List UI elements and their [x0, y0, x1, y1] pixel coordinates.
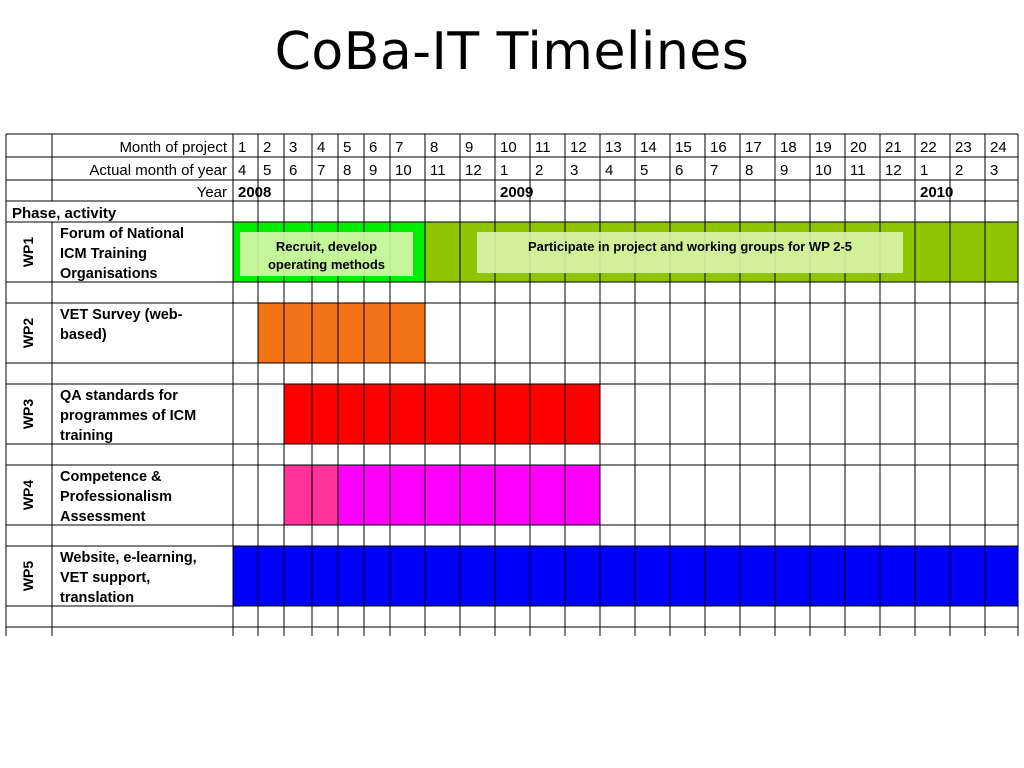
actual-month-cell: 9: [780, 162, 788, 179]
wp-description-line: Assessment: [60, 509, 146, 525]
wp-note-box: [240, 232, 413, 276]
wp-description-line: translation: [60, 590, 134, 606]
actual-month-cell: 6: [289, 162, 297, 179]
actual-month-cell: 6: [675, 162, 683, 179]
header-month-of-project: Month of project: [119, 139, 227, 156]
wp-description-line: VET Survey (web-: [60, 307, 183, 323]
month-of-project-cell: 4: [317, 139, 325, 156]
actual-month-cell: 12: [885, 162, 902, 179]
gantt-bars: [233, 222, 1018, 606]
wp-note-text: Recruit, develop: [276, 239, 377, 254]
wp-bar-wp3-0: [284, 384, 600, 444]
actual-month-cell: 9: [369, 162, 377, 179]
wp-bar-wp5-0: [233, 546, 1018, 606]
actual-month-cell: 2: [955, 162, 963, 179]
wp-description-line: training: [60, 428, 113, 444]
wp-description-line: programmes of ICM: [60, 408, 196, 424]
month-of-project-cell: 19: [815, 139, 832, 156]
wp-note-text: operating methods: [268, 257, 385, 272]
month-of-project-cell: 11: [535, 139, 551, 156]
actual-month-cell: 7: [710, 162, 718, 179]
gantt-grid: [5, 133, 1019, 636]
actual-month-cell: 5: [640, 162, 648, 179]
month-of-project-cell: 18: [780, 139, 797, 156]
wp-id-wp3: WP3: [20, 399, 36, 430]
wp-description-line: Forum of National: [60, 226, 184, 242]
wp-description-line: VET support,: [60, 570, 150, 586]
actual-month-cell: 2: [535, 162, 543, 179]
year-cell: 2009: [500, 184, 533, 201]
month-of-project-cell: 20: [850, 139, 867, 156]
wp-description-line: Competence &: [60, 469, 162, 485]
actual-month-cell: 11: [430, 162, 446, 179]
actual-month-cell: 8: [343, 162, 351, 179]
header-phase-activity: Phase, activity: [12, 205, 117, 222]
month-of-project-cell: 5: [343, 139, 351, 156]
actual-month-cell: 1: [920, 162, 928, 179]
slide-title: CoBa-IT Timelines: [274, 22, 750, 82]
month-of-project-cell: 17: [745, 139, 762, 156]
wp-bar-wp4-1: [338, 465, 600, 525]
wp-description-line: QA standards for: [60, 388, 178, 404]
header-year: Year: [197, 184, 227, 201]
actual-month-cell: 3: [570, 162, 578, 179]
wp-id-wp1: WP1: [20, 237, 36, 268]
gantt-labels: [240, 232, 903, 276]
actual-month-cell: 11: [850, 162, 866, 179]
month-of-project-cell: 16: [710, 139, 727, 156]
wp-id-wp4: WP4: [20, 480, 36, 511]
wp-description-line: Website, e-learning,: [60, 550, 197, 566]
month-of-project-cell: 14: [640, 139, 657, 156]
month-of-project-cell: 15: [675, 139, 692, 156]
month-of-project-cell: 22: [920, 139, 937, 156]
actual-month-cell: 3: [990, 162, 998, 179]
wp-description-line: Professionalism: [60, 489, 172, 505]
actual-month-cell: 8: [745, 162, 753, 179]
month-of-project-cell: 13: [605, 139, 622, 156]
month-of-project-cell: 9: [465, 139, 473, 156]
month-of-project-cell: 6: [369, 139, 377, 156]
month-of-project-cell: 21: [885, 139, 902, 156]
wp-id-wp2: WP2: [20, 318, 36, 349]
month-of-project-cell: 8: [430, 139, 438, 156]
actual-month-cell: 10: [395, 162, 412, 179]
year-cell: 2008: [238, 184, 271, 201]
actual-month-cell: 4: [238, 162, 246, 179]
actual-month-cell: 7: [317, 162, 325, 179]
actual-month-cell: 12: [465, 162, 482, 179]
actual-month-cell: 4: [605, 162, 613, 179]
actual-month-cell: 1: [500, 162, 508, 179]
month-of-project-cell: 10: [500, 139, 517, 156]
month-of-project-cell: 1: [238, 139, 246, 156]
actual-month-cell: 5: [263, 162, 271, 179]
month-of-project-cell: 3: [289, 139, 297, 156]
month-of-project-cell: 23: [955, 139, 972, 156]
month-of-project-cell: 2: [263, 139, 271, 156]
wp-description-line: Organisations: [60, 266, 158, 282]
wp-note-box: [477, 232, 903, 273]
wp-id-wp5: WP5: [20, 561, 36, 592]
month-of-project-cell: 24: [990, 139, 1007, 156]
wp-bar-wp4-0: [284, 465, 338, 525]
month-of-project-cell: 7: [395, 139, 403, 156]
wp-description-line: based): [60, 327, 107, 343]
year-cell: 2010: [920, 184, 953, 201]
wp-note-text: Participate in project and working group…: [528, 239, 852, 254]
actual-month-cell: 10: [815, 162, 832, 179]
month-of-project-cell: 12: [570, 139, 587, 156]
header-actual-month: Actual month of year: [89, 162, 227, 179]
wp-description-line: ICM Training: [60, 246, 147, 262]
wp-bar-wp2-0: [258, 303, 425, 363]
